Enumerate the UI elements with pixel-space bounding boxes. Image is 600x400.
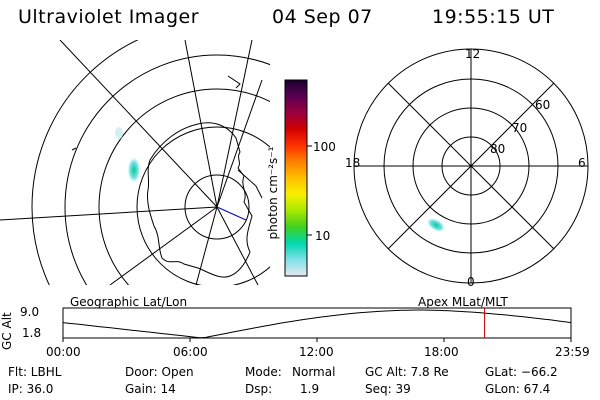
mlat-label-60: 60 [535,98,551,112]
gain-info: Gain: 14 [125,382,176,396]
continent-outline [147,122,253,278]
colorbar-tick-label: 100 [313,140,336,154]
peninsula-outline [237,169,263,199]
altitude-ytick: 9.0 [20,305,40,319]
colorbar [284,79,312,277]
apex-projection-label: Apex MLat/MLT [418,295,508,309]
mlat-label-80: 80 [490,142,506,156]
seq-info: Seq: 39 [365,382,411,396]
mlt-label-0: 0 [467,275,475,289]
door-info: Door: Open [125,365,194,379]
ip-info: IP: 36.0 [8,382,54,396]
time-tick-label: 18:00 [424,345,459,359]
longitude-line [216,79,263,208]
geographic-projection-label: Geographic Lat/Lon [70,295,188,309]
colorbar-tick-label: 10 [315,229,331,243]
time-tick-label: 00:00 [46,345,81,359]
glon-info: GLon: 67.4 [485,382,551,396]
longitude-line [216,206,259,285]
dsp-value: 1.9 [300,382,320,396]
filter-info: Flt: LBHL [8,365,62,379]
mode-value: Normal [292,365,336,379]
latitude-circle [31,40,139,285]
latitude-circle [136,126,270,285]
latitude-circle [64,54,270,285]
observation-date: 04 Sep 07 [272,6,373,28]
instrument-title: Ultraviolet Imager [18,6,200,28]
coast-fragment [227,75,241,89]
polar-mlt-plot [353,48,589,284]
gc-altitude-info: GC Alt: 7.8 Re [365,365,449,379]
time-tick-label: 23:59 [555,345,590,359]
mlt-label-18: 18 [345,156,361,170]
altitude-ylabel: GC Alt [0,312,14,350]
aurora-emission [115,127,123,139]
latitude-circle [98,88,270,285]
altitude-curve [62,309,572,339]
mode-label: Mode: [245,365,282,379]
longitude-line [216,40,253,208]
aurora-emission [127,156,141,184]
mlat-label-70: 70 [512,121,528,135]
mlt-label-12: 12 [465,47,481,61]
magnetic-pole-line [216,206,247,221]
geographic-map [0,40,270,285]
longitude-line [59,40,218,208]
altitude-plot [62,307,572,342]
time-tick-label: 06:00 [173,345,208,359]
altitude-plot-frame [62,307,572,339]
longitude-line [195,206,218,285]
mlt-label-6: 6 [578,156,586,170]
dsp-label: Dsp: [245,382,273,396]
longitude-line [0,206,218,221]
mlt-meridian [387,82,555,250]
coast-fragment [71,147,77,151]
latitude-circle [184,174,250,240]
altitude-ytick: 1.8 [22,326,42,340]
longitude-line [109,206,218,285]
colorbar-scale [284,79,308,277]
glat-info: GLat: −66.2 [485,365,558,379]
time-tick-label: 12:00 [299,345,334,359]
aurora-emission [426,217,446,233]
observation-time: 19:55:15 UT [432,6,555,28]
colorbar-label: photon cm⁻²s⁻¹ [266,146,280,240]
